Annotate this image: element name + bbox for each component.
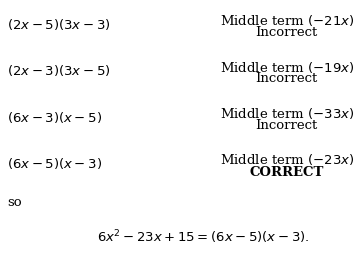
Text: CORRECT: CORRECT bbox=[250, 166, 324, 179]
Text: Incorrect: Incorrect bbox=[256, 119, 318, 132]
Text: Middle term $(-23x)$: Middle term $(-23x)$ bbox=[220, 152, 354, 167]
Text: Incorrect: Incorrect bbox=[256, 26, 318, 39]
Text: Middle term $(-21x)$: Middle term $(-21x)$ bbox=[220, 13, 354, 28]
Text: $(2x - 5)(3x - 3)$: $(2x - 5)(3x - 3)$ bbox=[7, 17, 111, 32]
Text: $(6x - 3)(x - 5)$: $(6x - 3)(x - 5)$ bbox=[7, 110, 102, 125]
Text: Middle term $(-19x)$: Middle term $(-19x)$ bbox=[220, 60, 354, 75]
Text: Middle term $(-33x)$: Middle term $(-33x)$ bbox=[220, 106, 354, 121]
Text: $(2x - 3)(3x - 5)$: $(2x - 3)(3x - 5)$ bbox=[7, 63, 111, 78]
Text: Incorrect: Incorrect bbox=[256, 72, 318, 85]
Text: so: so bbox=[7, 196, 22, 209]
Text: $(6x - 5)(x - 3)$: $(6x - 5)(x - 3)$ bbox=[7, 156, 102, 171]
Text: $6x^2 - 23x + 15 = (6x - 5)(x - 3).$: $6x^2 - 23x + 15 = (6x - 5)(x - 3).$ bbox=[97, 229, 310, 246]
